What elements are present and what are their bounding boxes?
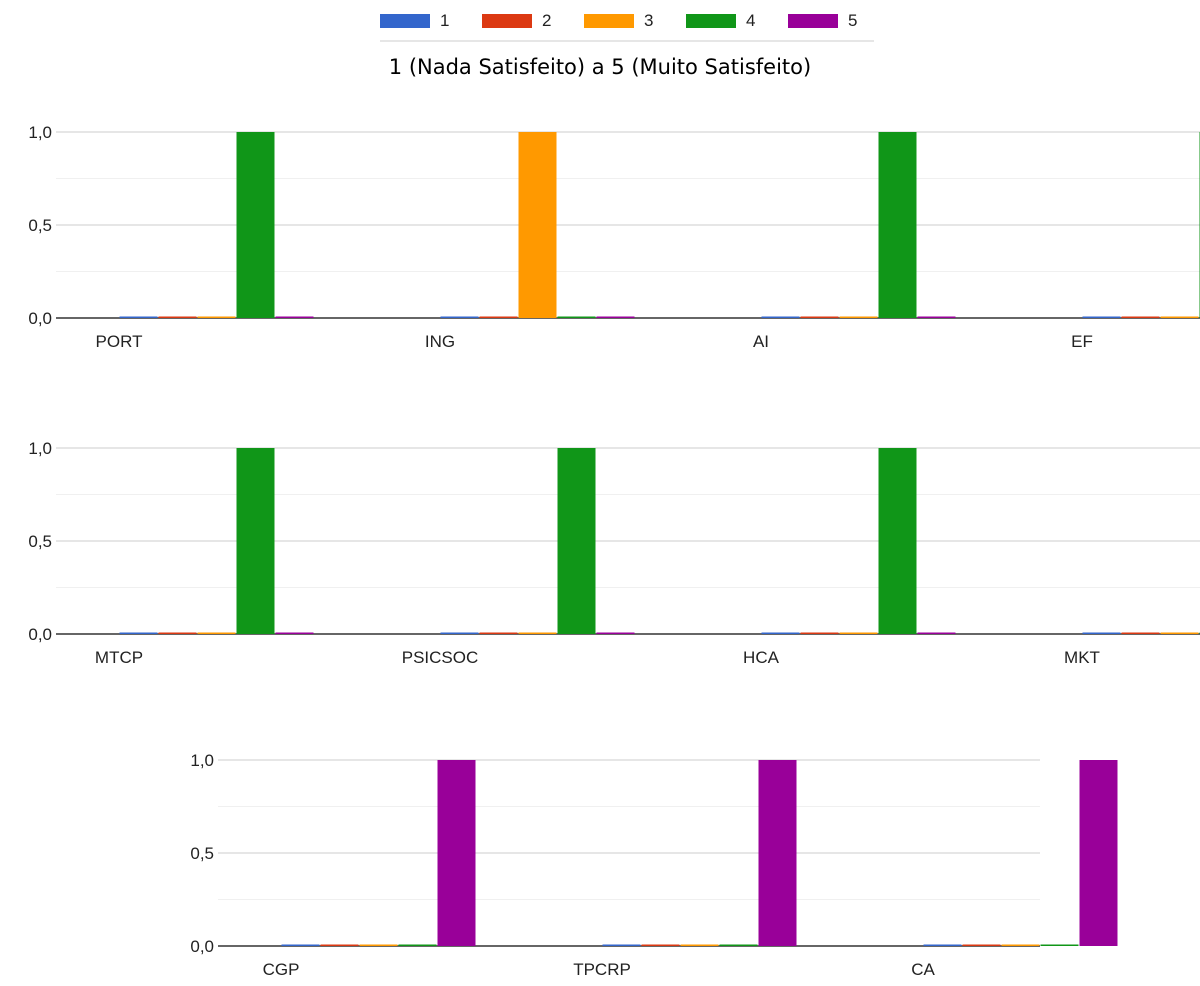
chart2-bar-hca-3[interactable] — [839, 632, 878, 635]
chart2-bar-mtcp-3[interactable] — [197, 632, 236, 635]
chart3-bar-tpcrp-3[interactable] — [680, 944, 719, 947]
chart1-bar-ai-2[interactable] — [800, 316, 839, 319]
chart2-bar-psicsoc-4[interactable] — [557, 448, 596, 634]
chart1-bar-ef-2[interactable] — [1121, 316, 1160, 319]
legend-swatch-5 — [788, 14, 838, 28]
legend-divider — [380, 40, 874, 42]
legend-swatch-2 — [482, 14, 532, 28]
chart3-bar-ca-5[interactable] — [1079, 760, 1118, 946]
chart1-xtick-label: EF — [1071, 332, 1093, 351]
chart3-bar-tpcrp-4[interactable] — [719, 944, 758, 947]
chart1-bar-ai-4[interactable] — [878, 132, 917, 318]
chart1-bar-ef-1[interactable] — [1082, 316, 1121, 319]
chart3-bar-ca-4[interactable] — [1040, 944, 1079, 947]
chart2-xtick-label: MKT — [1064, 648, 1100, 667]
chart3-ytick-label: 0,5 — [190, 844, 214, 863]
chart3-bar-tpcrp-5[interactable] — [758, 760, 797, 946]
chart2-bar-mkt-1[interactable] — [1082, 632, 1121, 635]
chart2-ytick-label: 1,0 — [28, 439, 52, 458]
legend-label-5: 5 — [848, 11, 858, 30]
chart3-xtick-label: CA — [911, 960, 935, 979]
chart3-bar-cgp-1[interactable] — [281, 944, 320, 947]
chart3-xtick-label: CGP — [263, 960, 300, 979]
chart2-bar-psicsoc-5[interactable] — [596, 632, 635, 635]
chart3-bar-cgp-5[interactable] — [437, 760, 476, 946]
chart3-bar-tpcrp-1[interactable] — [602, 944, 641, 947]
legend-label-4: 4 — [746, 11, 756, 30]
chart2-ytick-label: 0,0 — [28, 625, 52, 644]
chart1-bar-ing-5[interactable] — [596, 316, 635, 319]
legend-label-1: 1 — [440, 11, 450, 30]
chart1-bar-ing-3[interactable] — [518, 132, 557, 318]
legend-swatch-3 — [584, 14, 634, 28]
chart2-bar-mtcp-2[interactable] — [158, 632, 197, 635]
chart3-bar-tpcrp-2[interactable] — [641, 944, 680, 947]
chart1-bar-ai-5[interactable] — [917, 316, 956, 319]
chart1-xtick-label: AI — [753, 332, 769, 351]
chart1-bar-ing-4[interactable] — [557, 316, 596, 319]
chart2-xtick-label: HCA — [743, 648, 780, 667]
chart2-bar-mtcp-5[interactable] — [275, 632, 314, 635]
chart1-bar-ing-1[interactable] — [440, 316, 479, 319]
legend-label-2: 2 — [542, 11, 552, 30]
chart3-xtick-label: TPCRP — [573, 960, 631, 979]
chart2-bar-hca-2[interactable] — [800, 632, 839, 635]
chart2-bar-psicsoc-3[interactable] — [518, 632, 557, 635]
legend-swatch-4 — [686, 14, 736, 28]
chart2-bar-hca-5[interactable] — [917, 632, 956, 635]
chart2-xtick-label: MTCP — [95, 648, 143, 667]
chart2-bar-hca-4[interactable] — [878, 448, 917, 634]
chart1-bar-port-3[interactable] — [197, 316, 236, 319]
chart3-bar-ca-1[interactable] — [923, 944, 962, 947]
chart1-bar-ef-3[interactable] — [1160, 316, 1199, 319]
chart3-bar-cgp-2[interactable] — [320, 944, 359, 947]
chart2-bar-mkt-3[interactable] — [1160, 632, 1199, 635]
chart3-bar-ca-3[interactable] — [1001, 944, 1040, 947]
chart1-bar-port-5[interactable] — [275, 316, 314, 319]
chart1-ytick-label: 0,5 — [28, 216, 52, 235]
chart1-bar-port-2[interactable] — [158, 316, 197, 319]
chart3-bar-cgp-4[interactable] — [398, 944, 437, 947]
chart-subtitle: 1 (Nada Satisfeito) a 5 (Muito Satisfeit… — [388, 55, 812, 79]
chart3-ytick-label: 1,0 — [190, 751, 214, 770]
chart2-bar-hca-1[interactable] — [761, 632, 800, 635]
chart2-bar-mtcp-1[interactable] — [119, 632, 158, 635]
chart1-bar-ing-2[interactable] — [479, 316, 518, 319]
chart-legend: 1 2 3 4 5 — [0, 0, 1200, 44]
chart2-ytick-label: 0,5 — [28, 532, 52, 551]
chart3-ytick-label: 0,0 — [190, 937, 214, 956]
chart2-bar-mtcp-4[interactable] — [236, 448, 275, 634]
chart2-bar-psicsoc-2[interactable] — [479, 632, 518, 635]
chart2-xtick-label: PSICSOC — [402, 648, 479, 667]
chart3-bar-ca-2[interactable] — [962, 944, 1001, 947]
chart2-bar-psicsoc-1[interactable] — [440, 632, 479, 635]
chart1-ytick-label: 1,0 — [28, 123, 52, 142]
chart1-bar-port-4[interactable] — [236, 132, 275, 318]
chart1-xtick-label: PORT — [96, 332, 143, 351]
legend-label-3: 3 — [644, 11, 654, 30]
chart1-bar-ai-3[interactable] — [839, 316, 878, 319]
chart1-bar-port-1[interactable] — [119, 316, 158, 319]
chart1-ytick-label: 0,0 — [28, 309, 52, 328]
chart1-xtick-label: ING — [425, 332, 455, 351]
legend-swatch-1 — [380, 14, 430, 28]
chart1-bar-ai-1[interactable] — [761, 316, 800, 319]
chart3-bar-cgp-3[interactable] — [359, 944, 398, 947]
chart2-bar-mkt-2[interactable] — [1121, 632, 1160, 635]
